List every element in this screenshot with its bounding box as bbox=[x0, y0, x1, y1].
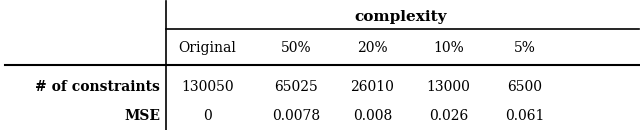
Text: 20%: 20% bbox=[357, 41, 388, 56]
Text: 5%: 5% bbox=[513, 41, 536, 56]
Text: complexity: complexity bbox=[355, 10, 447, 24]
Text: 130050: 130050 bbox=[181, 80, 234, 94]
Text: 0.0078: 0.0078 bbox=[272, 109, 321, 123]
Text: Original: Original bbox=[179, 41, 237, 56]
Text: 6500: 6500 bbox=[507, 80, 542, 94]
Text: 0: 0 bbox=[204, 109, 212, 123]
Text: 0.061: 0.061 bbox=[505, 109, 544, 123]
Text: 26010: 26010 bbox=[351, 80, 394, 94]
Text: 10%: 10% bbox=[433, 41, 464, 56]
Text: 50%: 50% bbox=[281, 41, 312, 56]
Text: 65025: 65025 bbox=[275, 80, 318, 94]
Text: 13000: 13000 bbox=[426, 80, 470, 94]
Text: MSE: MSE bbox=[124, 109, 160, 123]
Text: # of constraints: # of constraints bbox=[35, 80, 160, 94]
Text: 0.008: 0.008 bbox=[353, 109, 392, 123]
Text: 0.026: 0.026 bbox=[429, 109, 468, 123]
